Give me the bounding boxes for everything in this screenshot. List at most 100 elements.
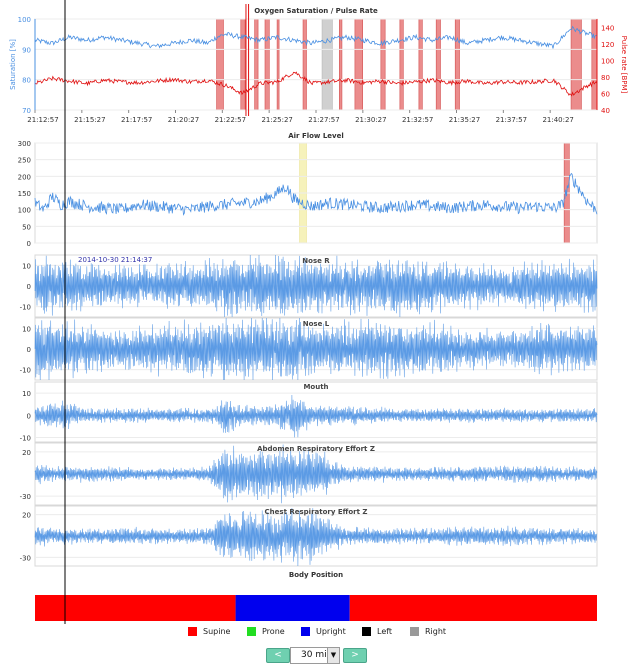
legend-label-left: Left [377, 626, 393, 636]
position-segment-2 [349, 595, 597, 621]
next-window-button[interactable]: > [343, 648, 367, 663]
oxygen-xtick-6: 21:27:57 [308, 116, 339, 124]
oxygen-y2tick-0: 40 [601, 107, 610, 115]
oxygen-spo2-line [34, 25, 598, 49]
legend-label-prone: Prone [262, 626, 285, 636]
oxygen-event-red-10 [418, 18, 423, 111]
oxygen-event-red-7 [354, 18, 363, 111]
oxygen-xtick-1: 21:15:27 [74, 116, 105, 124]
nose_l-series-line [34, 317, 598, 381]
airflow-ytick-5: 250 [18, 157, 31, 165]
charts-svg: Oxygen Saturation / Pulse Rate7080901004… [9, 0, 628, 624]
nose_r-ytick-2: 10 [22, 262, 31, 270]
nose_r-ytick-1: 0 [27, 283, 31, 291]
time-controls: < 30 min ▼ > [0, 646, 631, 664]
oxygen-event-red-9 [399, 18, 404, 111]
oxygen-event-red-2 [254, 18, 259, 111]
abdomen-frame [34, 442, 598, 506]
oxygen-xtick-11: 21:40:27 [542, 116, 573, 124]
position-segment-1 [235, 595, 350, 621]
oxygen-event-red-12 [454, 18, 460, 111]
previous-window-button[interactable]: < [266, 648, 290, 663]
nose_r-ytick-0: -10 [20, 304, 31, 312]
abdomen-ytick-0: -30 [20, 493, 31, 501]
legend-label-upright: Upright [316, 626, 346, 636]
position-legend: Supine Prone Upright Left Right [0, 624, 631, 640]
oxygen-ylabel: Saturation [%] [9, 39, 17, 90]
oxygen-event-red-11 [435, 18, 441, 111]
oxygen-ytick-3: 100 [18, 16, 31, 24]
legend-item-left: Left [362, 624, 392, 638]
window-size-value: 30 min [301, 650, 333, 660]
oxygen-event-red-14 [591, 18, 598, 111]
nose_l-ytick-0: -10 [20, 367, 31, 375]
legend-item-upright: Upright [301, 624, 346, 638]
legend-item-prone: Prone [247, 624, 285, 638]
airflow-series-line [34, 172, 598, 216]
oxygen-event-gray-0 [321, 18, 333, 111]
nose_l-ytick-2: 10 [22, 325, 31, 333]
nose_r-title: Nose R [302, 257, 330, 265]
oxygen-xtick-0: 21:12:57 [27, 116, 58, 124]
chest-title: Chest Respiratory Effort Z [265, 508, 368, 516]
time-cursor-label: 2014-10-30 21:14:37 [78, 256, 152, 264]
oxygen-y2tick-5: 140 [601, 24, 614, 32]
legend-swatch-supine [188, 626, 197, 636]
oxygen-xtick-3: 21:20:27 [168, 116, 199, 124]
oxygen-event-red-5 [302, 18, 307, 111]
airflow-ytick-3: 150 [18, 190, 31, 198]
airflow-ytick-6: 300 [18, 140, 31, 148]
legend-swatch-left [362, 626, 371, 636]
oxygen-xtick-5: 21:25:27 [261, 116, 292, 124]
nose_l-title: Nose L [303, 320, 330, 328]
abdomen-ytick-1: 20 [22, 449, 31, 457]
abdomen-title: Abdomen Respiratory Effort Z [257, 445, 375, 453]
abdomen-series-line [34, 444, 598, 504]
oxygen-ytick-0: 70 [22, 107, 31, 115]
mouth-series-line [34, 394, 598, 438]
legend-swatch-right [410, 626, 419, 636]
window-size-select[interactable]: 30 min ▼ [290, 647, 340, 664]
oxygen-y2tick-4: 120 [601, 41, 614, 49]
oxygen-y2tick-3: 100 [601, 57, 614, 65]
oxygen-event-red-6 [339, 18, 343, 111]
oxygen-event-red-8 [380, 18, 386, 111]
oxygen-y2tick-1: 60 [601, 90, 610, 98]
oxygen-y2tick-2: 80 [601, 74, 610, 82]
mouth-title: Mouth [303, 383, 328, 391]
legend-label-right: Right [425, 626, 447, 636]
oxygen-xtick-10: 21:37:57 [496, 116, 527, 124]
legend-swatch-prone [247, 626, 256, 636]
oxygen-event-red-4 [276, 18, 280, 111]
oxygen-title: Oxygen Saturation / Pulse Rate [254, 7, 378, 15]
chest-ytick-0: -30 [20, 554, 31, 562]
oxygen-xtick-4: 21:22:57 [215, 116, 246, 124]
oxygen-xtick-9: 21:35:27 [449, 116, 480, 124]
legend-label-supine: Supine [203, 626, 231, 636]
oxygen-ytick-2: 90 [22, 46, 31, 54]
chevron-down-icon: ▼ [327, 648, 339, 663]
chest-ytick-1: 20 [22, 512, 31, 520]
legend-item-right: Right [410, 624, 446, 638]
airflow-ytick-2: 100 [18, 207, 31, 215]
oxygen-xtick-7: 21:30:27 [355, 116, 386, 124]
oxygen-event-red-0 [216, 18, 224, 111]
airflow-ytick-0: 0 [27, 240, 31, 248]
oxygen-y2label: Pulse rate [BPM] [620, 36, 628, 94]
airflow-title: Air Flow Level [288, 132, 344, 140]
oxygen-event-red-3 [264, 18, 270, 111]
position-title: Body Position [289, 571, 343, 579]
oxygen-ytick-1: 80 [22, 77, 31, 85]
oxygen-event-red-1 [240, 18, 246, 111]
airflow-ytick-4: 200 [18, 173, 31, 181]
nose_r-series-line [34, 254, 598, 318]
oxygen-pulse-line [34, 71, 598, 97]
mouth-ytick-0: -10 [20, 435, 31, 443]
mouth-ytick-1: 0 [27, 412, 31, 420]
position-segment-0 [35, 595, 236, 621]
legend-item-supine: Supine [188, 624, 230, 638]
oxygen-xtick-2: 21:17:57 [121, 116, 152, 124]
mouth-ytick-2: 10 [22, 390, 31, 398]
airflow-ytick-1: 50 [22, 223, 31, 231]
